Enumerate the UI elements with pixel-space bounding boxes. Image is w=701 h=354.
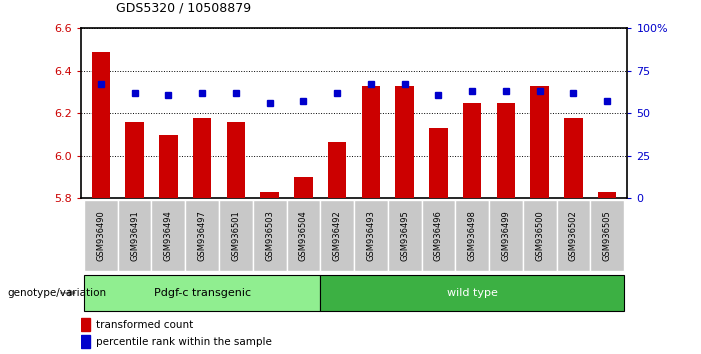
Text: GSM936495: GSM936495: [400, 210, 409, 261]
Text: GSM936493: GSM936493: [367, 210, 375, 261]
Bar: [193, 118, 212, 198]
Text: GSM936500: GSM936500: [535, 210, 544, 261]
Bar: [81, 335, 90, 348]
Bar: [320, 200, 354, 271]
Bar: [362, 86, 380, 198]
Bar: [523, 200, 557, 271]
Bar: [421, 200, 455, 271]
Bar: [429, 128, 448, 198]
Bar: [185, 200, 219, 271]
Bar: [118, 200, 151, 271]
Text: genotype/variation: genotype/variation: [7, 288, 106, 298]
Text: GDS5320 / 10508879: GDS5320 / 10508879: [116, 1, 251, 14]
Bar: [84, 200, 118, 271]
Bar: [125, 122, 144, 198]
Bar: [151, 200, 185, 271]
Bar: [294, 177, 313, 198]
Text: GSM936496: GSM936496: [434, 210, 443, 261]
Bar: [590, 200, 624, 271]
Bar: [287, 200, 320, 271]
Bar: [455, 200, 489, 271]
Bar: [226, 122, 245, 198]
Bar: [463, 103, 482, 198]
Bar: [531, 86, 549, 198]
Bar: [253, 200, 287, 271]
Bar: [219, 200, 253, 271]
Bar: [84, 275, 320, 311]
Bar: [489, 200, 523, 271]
Text: GSM936505: GSM936505: [603, 210, 612, 261]
Text: Pdgf-c transgenic: Pdgf-c transgenic: [154, 288, 251, 298]
Bar: [159, 135, 177, 198]
Text: GSM936502: GSM936502: [569, 210, 578, 261]
Bar: [260, 192, 279, 198]
Text: GSM936497: GSM936497: [198, 210, 207, 261]
Text: GSM936494: GSM936494: [164, 210, 173, 261]
Bar: [354, 200, 388, 271]
Text: wild type: wild type: [447, 288, 498, 298]
Bar: [388, 200, 421, 271]
Text: GSM936503: GSM936503: [265, 210, 274, 261]
Text: GSM936490: GSM936490: [96, 210, 105, 261]
Bar: [81, 318, 90, 331]
Bar: [598, 192, 616, 198]
Text: GSM936492: GSM936492: [333, 210, 341, 261]
Bar: [320, 275, 624, 311]
Bar: [395, 86, 414, 198]
Bar: [564, 118, 583, 198]
Text: GSM936501: GSM936501: [231, 210, 240, 261]
Text: percentile rank within the sample: percentile rank within the sample: [96, 337, 272, 347]
Text: GSM936499: GSM936499: [501, 210, 510, 261]
Bar: [557, 200, 590, 271]
Bar: [496, 103, 515, 198]
Bar: [328, 142, 346, 198]
Text: GSM936491: GSM936491: [130, 210, 139, 261]
Bar: [92, 52, 110, 198]
Text: transformed count: transformed count: [96, 320, 193, 330]
Text: GSM936504: GSM936504: [299, 210, 308, 261]
Text: GSM936498: GSM936498: [468, 210, 477, 261]
